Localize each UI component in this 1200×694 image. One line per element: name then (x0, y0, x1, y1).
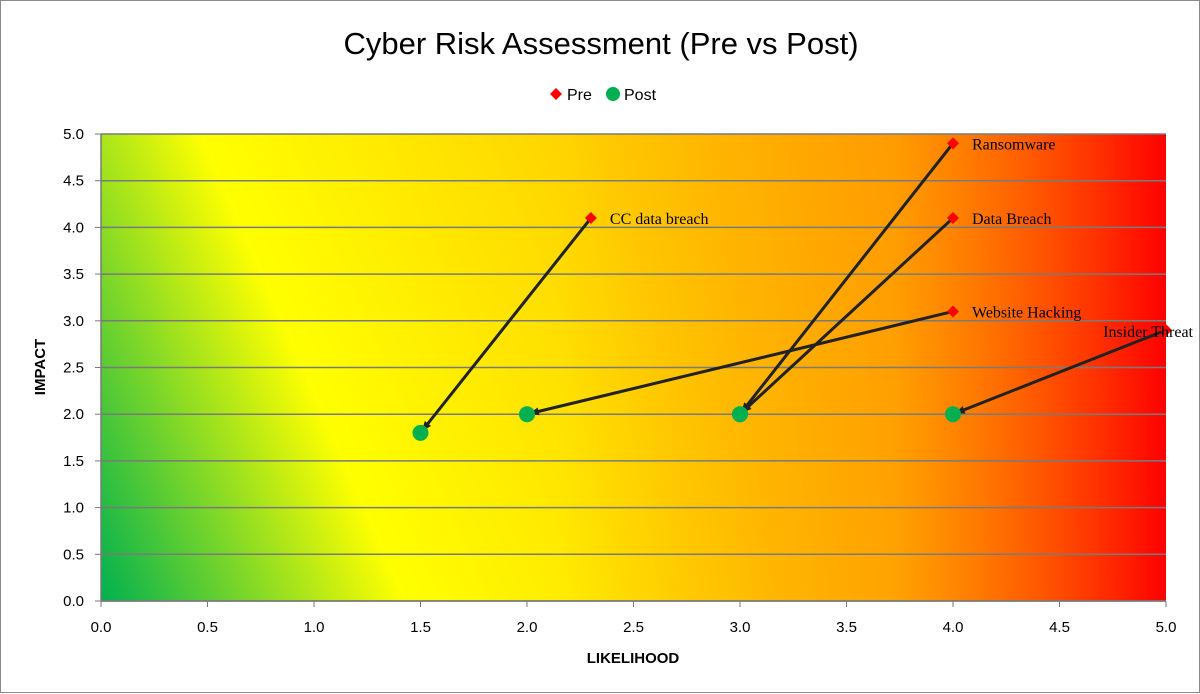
y-axis-title: IMPACT (32, 339, 49, 395)
post-point-2 (732, 406, 748, 423)
point-label-4: Insider Threat (1103, 324, 1193, 341)
y-tick-label-5: 2.5 (63, 360, 84, 377)
point-label-2: Data Breach (972, 211, 1052, 228)
post-series (412, 406, 961, 441)
y-tick-label-2: 1.0 (63, 500, 84, 517)
y-tick-label-7: 3.5 (63, 266, 84, 283)
arrow-3 (528, 310, 954, 416)
x-tick-label-7: 3.5 (836, 619, 857, 636)
point-label-0: CC data breach (610, 211, 709, 228)
arrow-1 (741, 142, 955, 413)
legend: Pre Post (550, 87, 657, 104)
x-tick-label-3: 1.5 (410, 619, 431, 636)
x-tick-label-0: 0.0 (91, 619, 112, 636)
x-tick-label-6: 3.0 (730, 619, 751, 636)
y-tick-label-10: 5.0 (63, 126, 84, 143)
chart-title: Cyber Risk Assessment (Pre vs Post) (343, 26, 858, 61)
gridlines (101, 133, 1166, 602)
arrow-0 (421, 217, 593, 432)
x-tick-label-8: 4.0 (943, 619, 964, 636)
point-label-3: Website Hacking (972, 304, 1081, 321)
x-tick-label-5: 2.5 (623, 619, 644, 636)
y-tick-label-6: 3.0 (63, 313, 84, 330)
pre-point-4 (1160, 324, 1172, 337)
x-tick-label-9: 4.5 (1049, 619, 1070, 636)
arrows (421, 142, 1167, 432)
legend-post-label: Post (624, 87, 657, 104)
x-axis-ticks: 0.0 0.5 1.0 1.5 2.0 2.5 3.0 3.5 4.0 4.5 5.0 (91, 601, 1177, 636)
legend-pre-label: Pre (567, 87, 592, 104)
post-point-0 (412, 424, 429, 441)
legend-post-marker (606, 87, 620, 101)
y-axis-ticks: 0.0 0.5 1.0 1.5 2.0 2.5 3.0 3.5 4.0 4.5 5.0 (63, 126, 101, 610)
legend-pre-marker (550, 88, 562, 100)
point-label-1: Ransomware (972, 136, 1056, 153)
arrow-4 (954, 328, 1167, 415)
x-axis-title: LIKELIHOOD (587, 650, 680, 667)
y-tick-label-0: 0.0 (63, 593, 84, 610)
pre-series (584, 137, 1172, 337)
y-tick-label-3: 1.5 (63, 453, 84, 470)
pre-point-2 (947, 212, 959, 225)
post-point-3 (519, 406, 535, 423)
y-tick-label-9: 4.5 (63, 173, 84, 190)
y-tick-label-4: 2.0 (63, 406, 84, 423)
y-tick-label-1: 0.5 (63, 546, 84, 563)
x-tick-label-1: 0.5 (197, 619, 218, 636)
pre-point-1 (947, 137, 959, 150)
x-tick-label-10: 5.0 (1156, 619, 1177, 636)
y-tick-label-8: 4.0 (63, 219, 84, 236)
pre-point-0 (584, 212, 597, 225)
x-tick-label-2: 1.0 (304, 619, 325, 636)
arrow-2 (741, 216, 955, 413)
pre-point-3 (947, 305, 959, 318)
point-labels: CC data breach Ransomware Data Breach Websi… (610, 136, 1194, 341)
x-tick-label-4: 2.0 (517, 619, 538, 636)
post-point-4 (945, 406, 961, 423)
